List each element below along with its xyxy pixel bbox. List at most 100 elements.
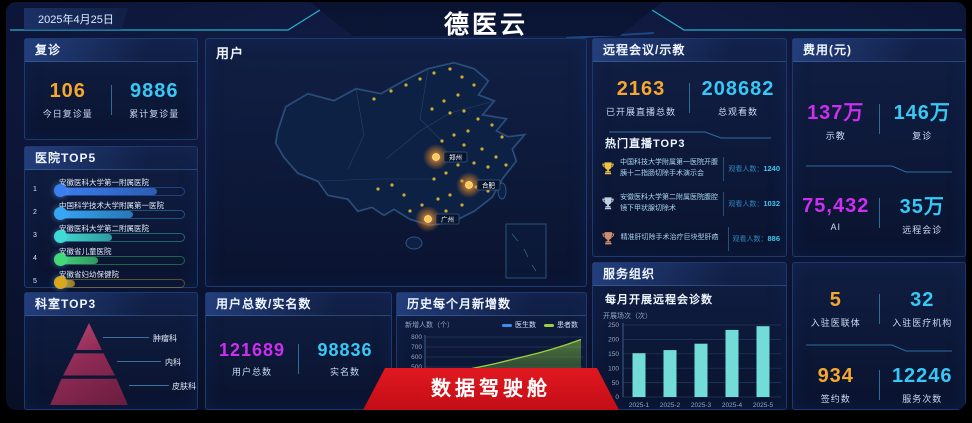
hospital-rank: 2	[33, 209, 37, 216]
trophy-icon	[602, 162, 614, 175]
stat-label: 累计复诊量	[129, 109, 180, 119]
hospital-rank: 1	[33, 186, 37, 193]
hospital-row: 2 中国科学技术大学附属第一医院	[33, 200, 187, 221]
svg-text:广州: 广州	[441, 215, 454, 224]
trophy-icon	[602, 197, 614, 210]
svg-text:700: 700	[411, 344, 422, 351]
viewers-value: 886	[767, 233, 780, 243]
panel-org-stats: 5 入驻医联体 32 入驻医疗机构 934 签约数 12246 服务次数	[792, 262, 966, 410]
stat-total-revisit: 9886 累计复诊量	[112, 80, 198, 120]
stat-divider	[689, 83, 690, 113]
trophy-icon	[602, 232, 615, 245]
stat-label: 服务次数	[902, 394, 943, 404]
panel-hospital-top5: 医院TOP5 1 安徽医科大学第一附属医院 2 中国科学技术大学附属第一医院 3…	[24, 146, 198, 290]
svg-text:0: 0	[615, 394, 619, 401]
stat-label: 示教	[825, 131, 846, 141]
legend-swatch	[502, 323, 512, 327]
panel-fees: 费用(元) 137万 示教 146万 复诊 75,432 AI 35万 远程会诊	[792, 38, 966, 257]
panel-fees-title: 费用(元)	[793, 39, 965, 62]
stat-divider	[878, 104, 880, 134]
svg-text:50: 50	[612, 380, 620, 387]
china-map-svg: 郑州 合肥 广州	[274, 61, 547, 279]
y-axis-label: 开展场次（次）	[603, 313, 652, 320]
revisit-stats: 106 今日复诊量 9886 累计复诊量	[25, 80, 197, 120]
panel-revisit-title: 复诊	[25, 39, 197, 62]
stat-divider	[110, 85, 112, 115]
legend-label: 患者数	[557, 322, 578, 329]
hospital-row: 5 安徽省妇幼保健院	[33, 269, 187, 290]
hot-live-divider	[723, 156, 725, 181]
panel-revisit: 复诊 106 今日复诊量 9886 累计复诊量	[24, 38, 198, 140]
panel-user-totals: 用户总数/实名数 121689 用户总数 98836 实名数	[205, 292, 392, 410]
panel-remote-title: 远程会议/示教	[593, 39, 786, 62]
stat-value: 98836	[317, 340, 373, 360]
svg-text:600: 600	[411, 354, 422, 361]
pyramid-leader-line	[129, 385, 169, 386]
stat-live-total: 2163 已开展直播总数	[593, 78, 689, 118]
stat-value: 106	[49, 80, 86, 102]
bar-chart-svg: 250 200 150 100 50 0 2025-1 2025-2 2025-…	[608, 322, 781, 409]
stat-value: 5	[829, 289, 842, 311]
pyramid-label-1: 肿瘤科	[153, 334, 177, 343]
stat-signed: 934 签约数	[793, 365, 879, 405]
legend-label: 医生数	[515, 322, 536, 329]
hot-live-divider	[727, 226, 729, 251]
pyramid-leader-line	[117, 361, 161, 362]
hot-live-name: 安徽医科大学第二附属医院腹腔镜下甲状腺切除术	[620, 194, 719, 212]
service-org-subtitle: 每月开展远程会诊数	[605, 294, 713, 306]
svg-text:250: 250	[608, 322, 619, 329]
stat-today-revisit: 106 今日复诊量	[25, 80, 111, 120]
stat-remote-consult-fee: 35万 远程会诊	[880, 190, 966, 236]
hot-live-name: 精准肝切除手术治疗巨块型肝癌	[620, 234, 719, 242]
svg-text:100: 100	[608, 365, 619, 372]
stat-value: 75,432	[802, 194, 870, 217]
hospital-bar-fill	[56, 257, 99, 264]
dashboard-stage: 德医云 2025年4月25日 复诊 106 今日复诊量 9886 累计复诊量 医…	[6, 2, 966, 410]
stat-label: AI	[830, 221, 841, 232]
svg-text:2025-2: 2025-2	[660, 402, 681, 409]
data-cockpit-banner: 数据驾驶舱	[363, 368, 619, 410]
stat-teaching-fee: 137万 示教	[793, 96, 879, 142]
hospital-bar-knob	[54, 276, 67, 289]
legend-swatch	[544, 323, 554, 327]
hospital-bar-track	[54, 276, 185, 289]
hospital-name: 安徽医科大学第二附属医院	[59, 224, 149, 233]
panel-remote: 远程会议/示教 2163 已开展直播总数 208682 总观看数 热门直播TOP…	[592, 38, 787, 257]
hospital-ranking-list: 1 安徽医科大学第一附属医院 2 中国科学技术大学附属第一医院 3 安徽医科大学…	[25, 170, 197, 290]
viewers-label: 观看人数：	[732, 235, 768, 243]
hospital-name: 安徽医科大学第一附属医院	[59, 178, 149, 187]
date-display: 2025年4月25日	[24, 8, 128, 30]
hospital-name: 中国科学技术大学附属第一医院	[59, 201, 164, 210]
hospital-row: 1 安徽医科大学第一附属医院	[33, 177, 187, 198]
svg-text:500: 500	[411, 364, 422, 371]
stat-user-total: 121689 用户总数	[206, 340, 298, 378]
stat-value: 934	[817, 365, 854, 387]
stat-value: 32	[910, 289, 935, 311]
hospital-name: 安徽省儿童医院	[59, 247, 112, 256]
viewers-value: 1240	[763, 163, 781, 173]
pyramid-label-2: 内科	[165, 358, 181, 367]
title-plate	[310, 2, 662, 36]
org-stats-group-1: 5 入驻医联体 32 入驻医疗机构	[793, 289, 965, 329]
hot-live-name: 中国科技大学附属第一医院开腹胰十二指肠切除手术演示会	[620, 159, 719, 177]
hot-live-item: 中国科技大学附属第一医院开腹胰十二指肠切除手术演示会 观看人数：1240	[601, 151, 780, 186]
stat-label: 今日复诊量	[42, 109, 93, 119]
hospital-bar-knob	[54, 207, 67, 220]
stat-value: 137万	[807, 102, 865, 124]
stat-value: 121689	[218, 340, 286, 360]
stat-label: 远程会诊	[902, 225, 943, 235]
stat-value: 208682	[701, 78, 775, 100]
chart-legend: 医生数 患者数	[502, 320, 578, 330]
hospital-rank: 5	[33, 278, 37, 285]
panel-dept-top3: 科室TOP3 肿瘤科 内科 皮肤科	[24, 292, 198, 410]
hospital-bar-fill	[56, 211, 133, 218]
hospital-bar-knob	[54, 184, 67, 197]
y-axis-label: 新增人数（个）	[405, 322, 454, 329]
angular-divider	[806, 344, 952, 352]
angular-divider	[608, 131, 771, 139]
svg-text:150: 150	[608, 351, 619, 358]
stat-label: 入驻医疗机构	[892, 318, 953, 328]
svg-text:2025-1: 2025-1	[629, 402, 650, 409]
hospital-row: 4 安徽省儿童医院	[33, 246, 187, 267]
